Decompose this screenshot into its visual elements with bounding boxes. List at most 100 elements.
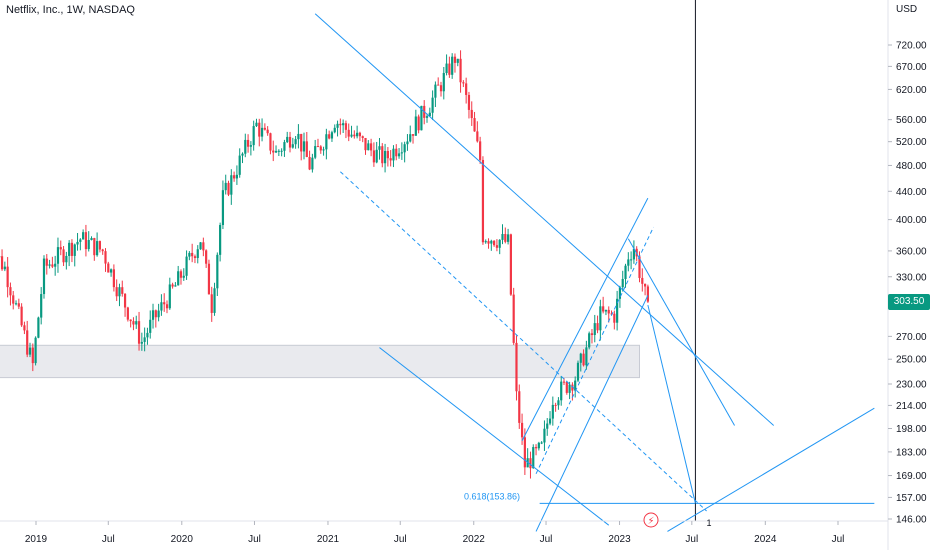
trendline-5[interactable] [379,347,610,526]
candle-body [356,132,359,137]
candle-body [56,247,60,264]
y-tick-label: 670.00 [896,62,927,73]
candle-body [174,285,177,287]
candle-body [104,251,107,264]
candle-body [476,131,479,142]
candle-body [171,284,174,287]
candle-body [37,317,40,338]
candle-body [353,134,356,137]
candle-body [585,347,588,366]
y-tick-label: 214.00 [896,401,927,412]
candle-body [588,333,591,348]
candle-body [12,295,15,304]
candle-body [14,303,18,305]
candle-body [235,174,238,179]
y-tick-label: 270.00 [896,332,927,343]
candle-body [316,146,320,148]
candle-body [473,118,476,132]
candle-body [641,277,644,284]
candle-body [31,347,34,364]
candle-body [344,123,348,130]
trendline-4[interactable] [340,171,707,512]
y-tick-label: 620.00 [896,85,927,96]
candle-body [249,145,252,147]
trendline-7[interactable] [535,226,654,475]
candle-body [199,242,202,250]
candle-body [258,122,261,137]
candle-body [484,241,487,243]
candle-body [643,283,647,287]
candle-body [509,234,512,295]
y-tick-label: 360.00 [896,246,927,257]
candle-body [534,447,538,449]
trendline-6[interactable] [521,197,649,441]
candle-body [604,309,608,312]
x-tick-label: 2022 [463,534,486,545]
candle-body [456,58,459,63]
trendline-3[interactable] [314,13,775,426]
candle-body [311,157,314,170]
candle-body [230,175,233,195]
candle-body [593,323,596,336]
y-tick-label: 400.00 [896,215,927,226]
x-tick-label: 2021 [317,534,340,545]
candle-body [322,149,325,151]
y-tick-label: 720.00 [896,41,927,52]
candle-body [638,256,641,278]
candle-body [179,271,183,278]
candle-body [45,258,48,266]
candle-body [59,247,62,250]
candle-body [227,182,230,195]
candle-body [568,384,571,393]
earnings-flag-icon[interactable] [643,512,659,528]
candle-body [481,159,485,243]
candle-body [255,122,258,127]
candle-body [624,265,627,279]
candle-body [87,240,90,250]
candle-body [163,302,166,305]
support-zone-box[interactable] [0,344,640,379]
candle-body [238,155,241,175]
trendline-10[interactable] [647,304,696,504]
candle-body [325,134,328,150]
candle-body [6,266,9,288]
candle-body [34,337,37,364]
candle-body [241,153,244,156]
trendline-9[interactable] [627,238,735,426]
candle-body [431,97,434,113]
candle-body [244,139,247,154]
candle-body [551,404,554,419]
candle-body [428,112,431,117]
candle-body [93,238,96,256]
candle-body [149,319,152,333]
candle-body [537,442,540,449]
candle-body [520,422,524,438]
candle-body [596,323,599,331]
candle-body [48,264,51,266]
candle-body [383,150,387,164]
y-tick-label: 198.00 [896,424,927,435]
candle-body [358,132,362,137]
trendline-drawings[interactable] [314,0,875,532]
candle-body [375,149,378,163]
trendline-11[interactable] [667,407,875,532]
y-tick-label: 169.00 [896,471,927,482]
candle-body [3,266,6,270]
candle-body [274,150,278,153]
candle-body [28,347,32,355]
candle-body [135,321,138,325]
candle-body [576,362,580,381]
candle-body [579,353,582,363]
trendline-8[interactable] [535,295,649,532]
candle-body [168,284,171,309]
candle-body [397,153,401,157]
candle-body [574,380,577,391]
candle-body [395,148,398,157]
candle-body [560,381,563,401]
candle-body [260,127,264,137]
candle-body [121,287,124,294]
x-tick-label: Jul [685,534,698,545]
x-tick-label: 2019 [25,534,48,545]
candle-body [459,58,462,83]
